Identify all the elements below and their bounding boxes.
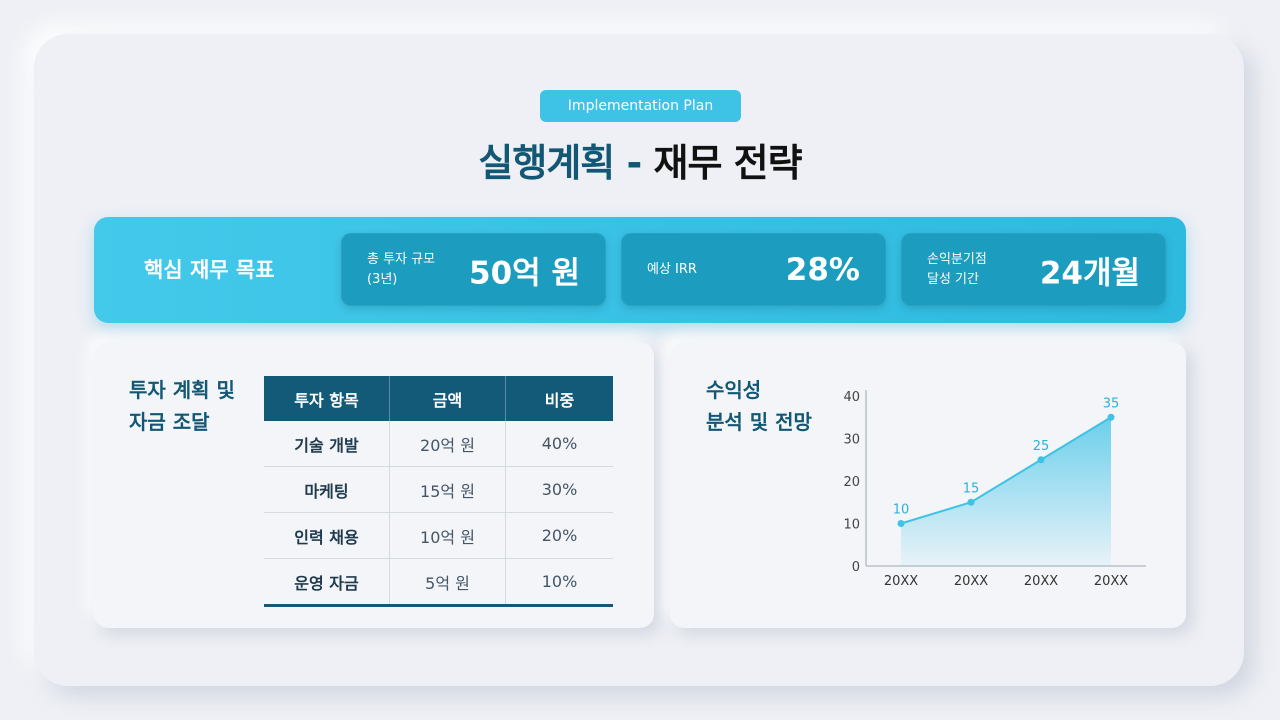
cell-ratio: 10% bbox=[505, 558, 613, 607]
kpi-card-investment: 총 투자 규모 (3년) 50억 원 bbox=[341, 233, 606, 306]
kpi-label: 예상 IRR bbox=[647, 260, 697, 280]
profit-panel: 수익성 분석 및 전망 0 10 20 30 40 10 20XX 15 20XX 25 20XX 3… bbox=[670, 342, 1186, 628]
kpi-label: 총 투자 규모 (3년) bbox=[367, 250, 435, 290]
x-tick-label: 20XX bbox=[1094, 574, 1128, 589]
table-header-row: 투자 항목 금액 비중 bbox=[264, 376, 613, 421]
cell-ratio: 20% bbox=[505, 512, 613, 559]
investment-table: 투자 항목 금액 비중 기술 개발 20억 원 40% 마케팅 15억 원 30… bbox=[264, 376, 613, 607]
title-part-2: 재무 전략 bbox=[653, 141, 803, 185]
data-label: 15 bbox=[963, 481, 980, 496]
kpi-label: 손익분기점 달성 기간 bbox=[927, 250, 987, 290]
kpi-card-irr: 예상 IRR 28% bbox=[621, 233, 886, 306]
cell-item: 마케팅 bbox=[264, 466, 390, 513]
kpi-band: 핵심 재무 목표 총 투자 규모 (3년) 50억 원 예상 IRR 28% 손… bbox=[94, 217, 1186, 323]
investment-heading-line-1: 투자 계획 및 bbox=[129, 378, 235, 402]
y-tick-label: 30 bbox=[843, 433, 860, 448]
data-point bbox=[897, 520, 905, 527]
table-row: 기술 개발 20억 원 40% bbox=[264, 421, 613, 467]
y-tick-label: 40 bbox=[843, 390, 860, 405]
table-row: 마케팅 15억 원 30% bbox=[264, 466, 613, 513]
y-tick-label: 10 bbox=[843, 518, 860, 533]
page-title: 실행계획 - 재무 전략 bbox=[0, 132, 1280, 187]
series-area bbox=[901, 417, 1111, 566]
investment-panel: 투자 계획 및 자금 조달 투자 항목 금액 비중 기술 개발 20억 원 40… bbox=[94, 342, 654, 628]
cell-item: 기술 개발 bbox=[264, 421, 390, 467]
cell-item: 운영 자금 bbox=[264, 558, 390, 607]
profit-heading: 수익성 분석 및 전망 bbox=[706, 374, 812, 438]
cell-amount: 20억 원 bbox=[389, 421, 506, 467]
series-line bbox=[900, 416, 1112, 525]
kpi-label-line-2: (3년) bbox=[367, 271, 398, 287]
data-label: 25 bbox=[1033, 439, 1050, 454]
y-tick-label: 20 bbox=[843, 475, 860, 490]
cell-amount: 5억 원 bbox=[389, 558, 506, 607]
y-tick-label: 0 bbox=[852, 560, 860, 575]
table-row: 인력 채용 10억 원 20% bbox=[264, 512, 613, 559]
kpi-label-line-1: 총 투자 규모 bbox=[367, 251, 436, 267]
x-tick-label: 20XX bbox=[1024, 574, 1058, 589]
data-point bbox=[1107, 413, 1115, 421]
data-point bbox=[967, 498, 975, 506]
cell-ratio: 30% bbox=[505, 466, 613, 513]
kpi-heading: 핵심 재무 목표 bbox=[144, 258, 275, 282]
kpi-value: 28% bbox=[785, 251, 860, 288]
kpi-card-breakeven: 손익분기점 달성 기간 24개월 bbox=[901, 233, 1166, 306]
kpi-label-line-2: 달성 기간 bbox=[927, 271, 979, 287]
cell-amount: 15억 원 bbox=[389, 466, 506, 513]
profit-heading-line-2: 분석 및 전망 bbox=[706, 410, 812, 434]
cell-ratio: 40% bbox=[505, 421, 613, 467]
cell-amount: 10억 원 bbox=[389, 512, 506, 559]
column-header-amount: 금액 bbox=[389, 376, 506, 421]
investment-heading-line-2: 자금 조달 bbox=[129, 410, 210, 434]
kpi-label-line-1: 예상 IRR bbox=[647, 261, 697, 277]
profit-heading-line-1: 수익성 bbox=[706, 378, 762, 402]
investment-heading: 투자 계획 및 자금 조달 bbox=[129, 374, 235, 438]
data-label: 35 bbox=[1103, 396, 1120, 411]
column-header-ratio: 비중 bbox=[505, 376, 613, 421]
x-tick-label: 20XX bbox=[884, 574, 918, 589]
title-part-1: 실행계획 - bbox=[478, 141, 642, 185]
table-row: 운영 자금 5억 원 10% bbox=[264, 558, 613, 607]
x-tick-label: 20XX bbox=[954, 574, 988, 589]
column-header-item: 투자 항목 bbox=[264, 376, 390, 421]
kpi-label-line-1: 손익분기점 bbox=[927, 251, 987, 267]
data-point bbox=[1037, 456, 1045, 464]
kpi-value: 50억 원 bbox=[469, 255, 580, 291]
profit-chart: 0 10 20 30 40 10 20XX 15 20XX 25 20XX 35 20XX bbox=[843, 390, 1146, 589]
data-label: 10 bbox=[893, 503, 910, 518]
cell-item: 인력 채용 bbox=[264, 512, 390, 559]
section-badge: Implementation Plan bbox=[540, 90, 741, 122]
kpi-value: 24개월 bbox=[1039, 255, 1140, 291]
